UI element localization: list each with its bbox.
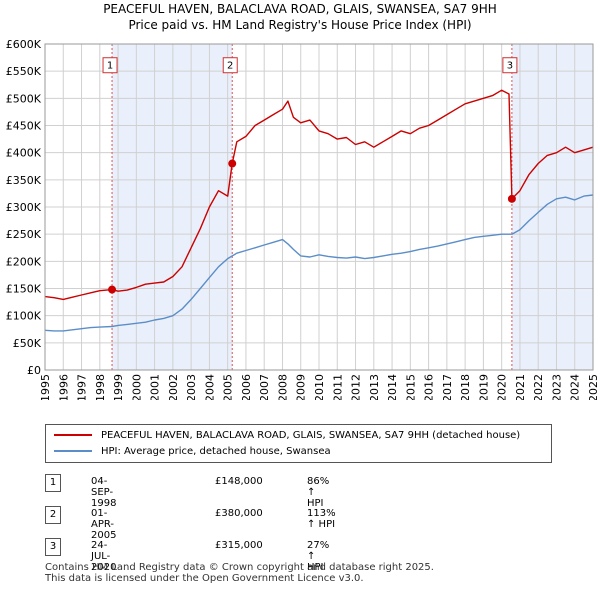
x-tick-label: 2015 — [404, 374, 417, 400]
sale-point — [108, 285, 117, 294]
x-tick-label: 2019 — [477, 374, 490, 400]
x-tick-label: 2010 — [313, 374, 326, 400]
x-tick-label: 2016 — [423, 374, 436, 400]
legend-item-hpi: HPI: Average price, detached house, Swan… — [54, 443, 331, 459]
x-tick-label: 2018 — [459, 374, 472, 400]
legend-label-property: PEACEFUL HAVEN, BALACLAVA ROAD, GLAIS, S… — [101, 429, 521, 441]
marker-box: 2 — [222, 57, 238, 74]
chart-title-line2: Price paid vs. HM Land Registry's House … — [128, 18, 472, 32]
x-tick-label: 2005 — [222, 374, 235, 400]
chart-title-line1: PEACEFUL HAVEN, BALACLAVA ROAD, GLAIS, S… — [103, 2, 497, 16]
x-tick-label: 2022 — [532, 374, 545, 400]
marker-box-frame — [102, 57, 118, 74]
x-tick-label: 2011 — [331, 374, 344, 400]
x-tick-label: 2025 — [587, 374, 600, 400]
x-tick-label: 2007 — [258, 374, 271, 400]
x-tick-label: 2003 — [185, 374, 198, 400]
transaction-price: £380,000 — [215, 508, 263, 519]
x-tick-label: 2006 — [240, 374, 253, 400]
y-tick-label: £300K — [6, 201, 42, 214]
transaction-date: 24-JUL-2020 — [91, 540, 117, 573]
y-tick-label: £550K — [6, 65, 42, 78]
chart-legend: PEACEFUL HAVEN, BALACLAVA ROAD, GLAIS, S… — [45, 424, 552, 463]
y-tick-label: £0 — [27, 364, 41, 377]
x-tick-label: 2004 — [203, 374, 216, 400]
transaction-date: 01-APR-2005 — [91, 508, 117, 541]
legend-item-property: PEACEFUL HAVEN, BALACLAVA ROAD, GLAIS, S… — [54, 427, 520, 443]
transaction-date: 04-SEP-1998 — [91, 476, 117, 509]
transaction-number: 1 — [45, 474, 61, 492]
x-tick-label: 1998 — [94, 374, 107, 400]
marker-label: 2 — [227, 61, 233, 72]
x-tick-label: 2021 — [514, 374, 527, 400]
transaction-price: £148,000 — [215, 476, 263, 487]
series-line-hpi — [44, 194, 594, 332]
y-tick-label: £200K — [6, 255, 42, 268]
y-tick-label: £250K — [6, 228, 42, 241]
transaction-hpi: 86% ↑ HPI — [307, 476, 330, 509]
y-tick-label: £400K — [6, 147, 42, 160]
marker-box-frame — [222, 57, 238, 74]
x-tick-label: 1999 — [112, 374, 125, 400]
legend-label-hpi: HPI: Average price, detached house, Swan… — [101, 445, 331, 457]
marker-box-frame — [502, 57, 518, 74]
x-tick-label: 2009 — [295, 374, 308, 400]
sale-point — [507, 194, 516, 203]
y-tick-label: £50K — [13, 337, 42, 350]
legend-swatch-hpi — [54, 450, 92, 452]
transaction-hpi: 27% ↑ HPI — [307, 540, 330, 573]
x-tick-label: 2000 — [130, 374, 143, 400]
marker-label: 1 — [107, 61, 113, 72]
sale-point — [228, 159, 237, 168]
plot-frame — [44, 43, 594, 371]
x-tick-label: 2013 — [368, 374, 381, 400]
x-tick-label: 2023 — [550, 374, 563, 400]
y-tick-label: £350K — [6, 174, 42, 187]
x-tick-label: 2001 — [149, 374, 162, 400]
x-tick-label: 2002 — [167, 374, 180, 400]
legend-swatch-property — [54, 434, 92, 436]
transaction-hpi: 113% ↑ HPI — [307, 508, 336, 530]
x-tick-label: 2020 — [496, 374, 509, 400]
y-tick-label: £500K — [6, 92, 42, 105]
marker-label: 3 — [507, 61, 513, 72]
x-tick-label: 1997 — [76, 374, 89, 400]
x-tick-label: 2012 — [350, 374, 363, 400]
series-line-property — [44, 89, 594, 301]
footer-licence: This data is licensed under the Open Gov… — [45, 573, 364, 584]
marker-box: 1 — [102, 57, 118, 74]
y-tick-label: £150K — [6, 283, 42, 296]
x-tick-label: 1996 — [57, 374, 70, 400]
x-tick-label: 2024 — [569, 374, 582, 400]
x-tick-label: 2017 — [441, 374, 454, 400]
transaction-number: 3 — [45, 538, 61, 556]
price-chart: 1 2 3 £0 £50K £100K £150K £200K £250K £300K £350K £… — [6, 38, 600, 400]
y-tick-label: £450K — [6, 120, 42, 133]
x-tick-label: 2008 — [276, 374, 289, 400]
y-tick-label: £100K — [6, 310, 42, 323]
x-tick-label: 2014 — [386, 374, 399, 400]
y-tick-label: £600K — [6, 38, 42, 51]
transaction-number: 2 — [45, 506, 61, 524]
marker-box: 3 — [502, 57, 518, 74]
footer-copyright: Contains HM Land Registry data © Crown c… — [45, 562, 434, 573]
x-tick-label: 1995 — [39, 374, 52, 400]
transaction-price: £315,000 — [215, 540, 263, 551]
